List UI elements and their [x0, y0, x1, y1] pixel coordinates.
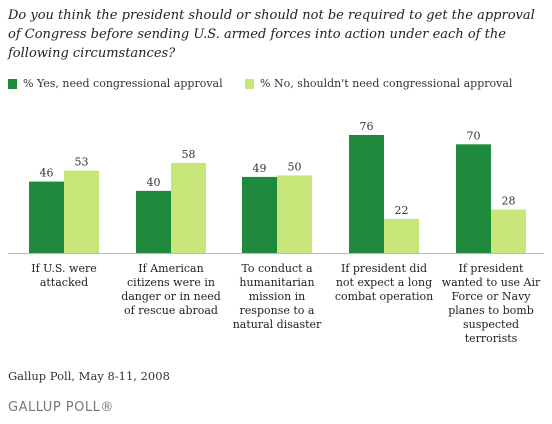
legend: % Yes, need congressional approval % No,… [8, 77, 548, 93]
bar-no-2 [277, 175, 312, 253]
value-label-yes-1: 40 [147, 176, 161, 189]
category-label-line: not expect a long [335, 276, 433, 289]
bar-yes-3 [349, 135, 384, 253]
legend-item-yes: % Yes, need congressional approval [8, 77, 223, 90]
category-label-line: If president did [340, 262, 428, 275]
category-label-1: If American citizens were in danger or in … [121, 262, 221, 318]
value-label-no-4: 28 [502, 195, 516, 208]
bar-no-1 [171, 162, 206, 253]
category-label-line: To conduct a [241, 262, 313, 275]
category-label-line: humanitarian [239, 276, 315, 289]
bar-yes-0 [29, 181, 64, 253]
legend-swatch-yes [8, 78, 17, 89]
category-label-line: planes to bomb [448, 304, 534, 317]
category-label-line: terrorists [464, 332, 518, 345]
legend-label-yes: % Yes, need congressional approval [23, 77, 223, 90]
chart-title: Do you think the president should or sho… [8, 8, 535, 61]
category-label-line: mission in [248, 290, 306, 303]
value-label-no-0: 53 [75, 156, 89, 169]
category-label-line: Force or Navy [451, 290, 531, 303]
category-label-4: If president wanted to use Air Force or Na… [441, 262, 541, 346]
bar-no-4 [491, 209, 526, 253]
source-note: Gallup Poll, May 8-11, 2008 [8, 369, 170, 383]
category-label-line: of rescue abroad [124, 304, 218, 317]
category-label-3: If president did not expect a long combat … [334, 262, 434, 304]
category-label-line: response to a [239, 304, 315, 317]
bar-no-0 [64, 170, 99, 253]
category-label-2: To conduct a humanitarian mission in respon… [227, 262, 327, 332]
value-label-no-1: 58 [182, 148, 196, 161]
category-label-0: If U.S. were attacked [14, 262, 114, 290]
value-label-no-2: 50 [288, 160, 302, 173]
bar-yes-1 [136, 190, 171, 253]
category-label-line: If American [138, 262, 204, 275]
legend-label-no: % No, shouldn't need congressional appro… [260, 77, 513, 90]
legend-item-no: % No, shouldn't need congressional appro… [245, 77, 512, 90]
category-label-line: If U.S. were [31, 262, 97, 275]
category-label-line: natural disaster [232, 318, 322, 331]
category-label-line: citizens were in [127, 276, 215, 289]
value-label-yes-0: 46 [40, 167, 54, 180]
value-label-yes-2: 49 [253, 162, 267, 175]
value-label-yes-3: 76 [360, 120, 374, 133]
category-label-line: danger or in need [121, 290, 221, 303]
gallup-logo: GALLUP POLL® [8, 400, 114, 415]
value-label-yes-4: 70 [467, 129, 481, 142]
value-label-no-3: 22 [395, 204, 409, 217]
bar-no-3 [384, 218, 419, 253]
legend-swatch-no [245, 78, 254, 89]
category-label-line: combat operation [334, 290, 434, 303]
category-label-line: If president [458, 262, 524, 275]
category-label-line: wanted to use Air [441, 276, 541, 289]
bar-yes-4 [456, 144, 491, 253]
category-label-line: attacked [39, 276, 89, 289]
category-label-line: suspected [462, 318, 520, 331]
bar-yes-2 [242, 176, 277, 253]
